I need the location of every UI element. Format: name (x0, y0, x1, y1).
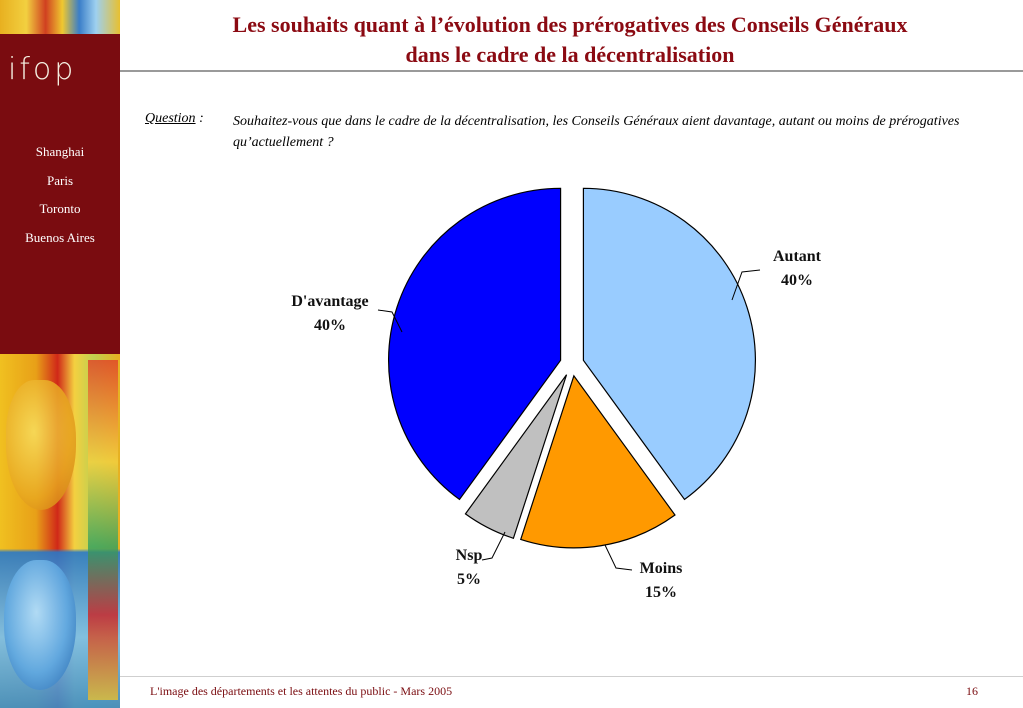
question-label-text: Question (145, 111, 196, 126)
footer-text: L'image des départements et les attentes… (150, 684, 453, 698)
slice-value-label: 5% (457, 571, 481, 588)
slice-value-label: 40% (314, 317, 346, 334)
title-line-2: dans le cadre de la décentralisation (405, 42, 735, 67)
pie-slice-autant (582, 187, 757, 501)
leader-lines (377, 269, 761, 571)
pie-slice-nsp (464, 374, 568, 540)
question-separator: : (195, 111, 204, 126)
statue-face-image (6, 380, 76, 510)
pie-slice-davantage (387, 187, 562, 501)
title-line-1: Les souhaits quant à l’évolution des pré… (232, 12, 908, 37)
slice-value-label: 15% (645, 584, 677, 601)
leader-line (481, 531, 506, 561)
leader-line (377, 309, 403, 333)
city-item: Shanghai (35, 144, 85, 159)
slice-label: Nsp (456, 547, 483, 564)
question-text: Souhaitez-vous que dans le cadre de la d… (233, 114, 960, 150)
page-title: Les souhaits quant à l’évolution des pré… (125, 10, 1015, 70)
pie-chart: Autant 40% Moins 15% Nsp 5% D'avantage 40% (291, 187, 822, 601)
brand-panel (0, 34, 120, 354)
slice-labels: Autant 40% Moins 15% Nsp 5% D'avantage 40% (291, 248, 821, 601)
question-label: Question : (145, 111, 204, 127)
decorative-stripe (88, 360, 118, 700)
city-list: Shanghai Paris Toronto Buenos Aires (0, 138, 120, 252)
slice-label: Moins (640, 560, 683, 577)
footer-divider (120, 676, 1023, 677)
leader-line (731, 269, 761, 301)
ifop-logo: ifop (8, 52, 77, 87)
title-divider (120, 70, 1023, 72)
statue-face-image (4, 560, 76, 690)
slice-value-label: 40% (781, 272, 813, 289)
city-item: Paris (47, 172, 73, 188)
sidebar: ifop Shanghai Paris Toronto Buenos Aires (0, 0, 120, 708)
slice-label: Autant (773, 248, 822, 265)
city-item: Toronto (39, 201, 81, 216)
leader-line (604, 544, 633, 571)
pie-slices (387, 187, 757, 549)
city-item: Buenos Aires (25, 229, 95, 245)
decorative-banner-top (0, 0, 120, 34)
pie-slice-moins (519, 374, 676, 549)
slice-label: D'avantage (291, 293, 368, 310)
page-number: 16 (966, 684, 978, 698)
